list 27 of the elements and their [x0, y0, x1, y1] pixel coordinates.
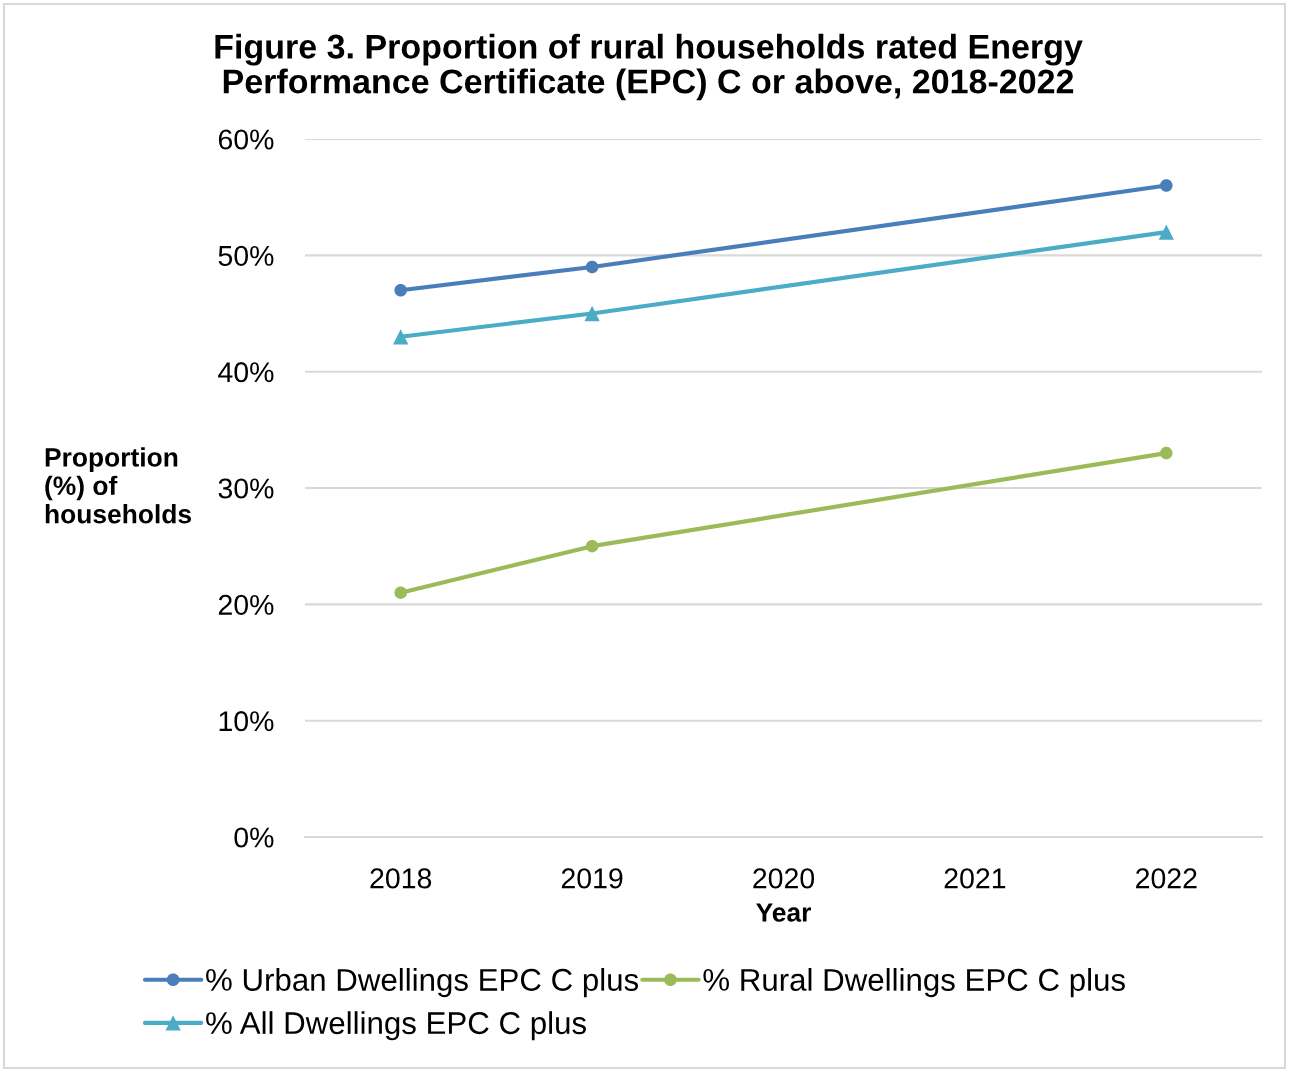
- y-tick-label: 20%: [218, 594, 274, 615]
- point: [394, 586, 407, 599]
- point: [585, 260, 599, 274]
- y-tick-label: 60%: [218, 129, 274, 150]
- y-tick-label: 50%: [218, 245, 274, 266]
- chart-title: Figure 3. Proportion of rural households rated Energy Performance Certificate (EPC) C or above, 2018-2022: [215, 33, 1083, 101]
- x-tick-label: 2019: [561, 868, 623, 889]
- x-tick-label: 2018: [370, 868, 432, 889]
- x-tick-label: 2021: [944, 868, 1006, 889]
- x-tick-label: 2022: [1136, 868, 1197, 889]
- point: [1158, 224, 1174, 240]
- legend-label: % Rural Dwellings EPC C plus: [703, 968, 1125, 998]
- y-axis-title: Proportion (%) of households: [45, 447, 191, 524]
- y-tick-label: 10%: [219, 711, 274, 732]
- y-tick-label: 40%: [218, 362, 274, 383]
- legend-label: % Urban Dwellings EPC C plus: [206, 968, 639, 998]
- point: [393, 329, 409, 345]
- y-tick-label: 30%: [218, 478, 274, 499]
- point: [1160, 446, 1173, 460]
- legend-label: % All Dwellings EPC C plus: [206, 1011, 586, 1041]
- point: [585, 539, 599, 553]
- y-tick-label: 0%: [234, 827, 274, 848]
- x-axis-title: Year: [756, 903, 811, 922]
- point: [394, 283, 407, 297]
- x-tick-label: 2020: [753, 868, 815, 889]
- point: [1160, 179, 1173, 192]
- point: [584, 305, 600, 322]
